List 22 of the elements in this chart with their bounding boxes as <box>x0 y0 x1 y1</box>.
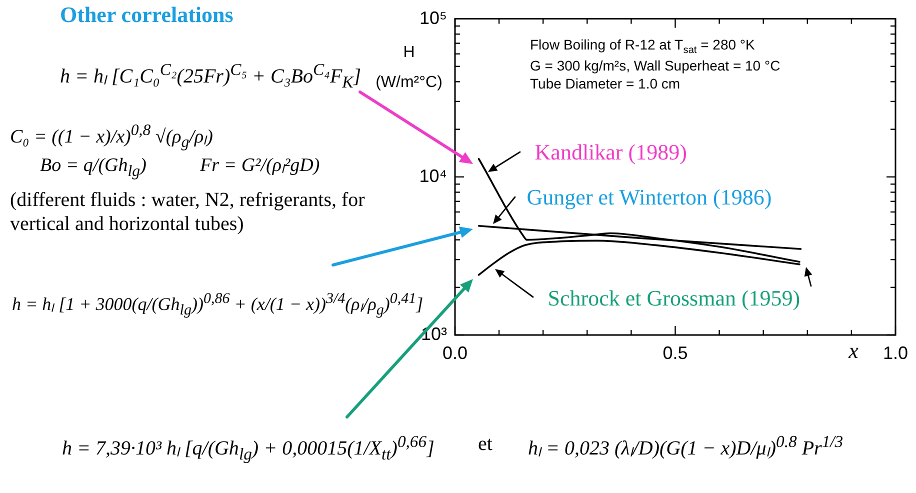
x-tick-label: 1.0 <box>882 342 908 363</box>
text: (different fluids : water, N2, refrigerants, for vertical and horizontal tubes) <box>10 188 366 236</box>
text: h = hₗ [C₁C₀$^{C₂}$(25Fr)$^{C₅}$ + C₃Bo$^{C₄}$F$_{K}$] <box>60 60 362 92</box>
x-axis-title: x <box>848 338 859 363</box>
text: hₗ = 0,023 (λₗ/D)(G(1 − x)D/μₗ)$^{0.8}$ Pr$^{1/3}$ <box>528 432 844 461</box>
y-tick-label: 10⁵ <box>420 8 447 28</box>
legend-label: Kandlikar (1989) <box>534 140 687 165</box>
text: C₀ = ((1 − x)/x)$^{0,8}$ √(ρ$_{g}$/ρₗ) <box>10 122 213 154</box>
text: Bo = q/(Gh$_{lg}$) <box>40 155 146 182</box>
y-axis-title: H (W/m²°C) <box>374 43 444 93</box>
text: Fr = G²/(ρₗ²gD) <box>200 155 320 178</box>
annotation: G = 300 kg/m²s, Wall Superheat = 10 °C <box>530 58 780 74</box>
x-tick-label: 0.0 <box>442 342 468 363</box>
legend-label: Schrock et Grossman (1959) <box>548 286 800 311</box>
text: Other correlations <box>60 2 234 28</box>
text: h = hₗ [1 + 3000(q/(Gh$_{lg}$))$^{0,86}$ + (x/(1 − x))$^{3/4}$(ρₗ/ρ$_{g}$)$^{0,41}$] <box>12 291 424 319</box>
legend-label: Gunger et Winterton (1986) <box>526 184 772 210</box>
y-tick-label: 10⁴ <box>419 166 447 186</box>
annotation: Tube Diameter = 1.0 cm <box>530 76 680 92</box>
text: et <box>478 432 492 456</box>
text: h = 7,39·10³ hₗ [q/(Gh$_{lg}$) + 0,00015(1/X$_{tt}$)$^{0,66}$] <box>62 432 434 465</box>
x-tick-label: 0.5 <box>662 342 688 363</box>
